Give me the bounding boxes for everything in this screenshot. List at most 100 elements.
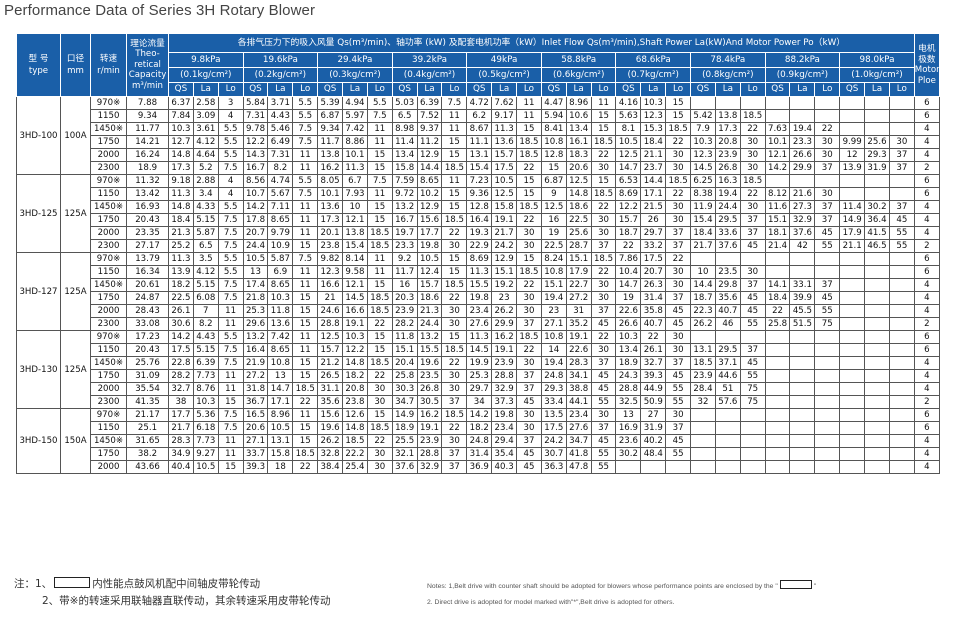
header-pressure-kg: (0.1kg/cm²) [168,67,244,83]
value-cell: 26.6 [615,317,642,331]
header-subcol-lo: Lo [739,82,766,97]
value-cell: 18.3 [565,148,592,162]
value-cell [690,252,716,266]
capacity-cell: 7.88 [126,96,169,110]
value-cell: 30 [590,226,617,240]
value-cell: 13.1 [466,148,493,162]
value-cell: 10.5 [192,460,219,474]
value-cell: 25.8 [391,369,418,383]
value-cell: 22 [590,148,617,162]
value-cell [839,408,866,422]
header-subcol-qs: QS [466,82,493,97]
value-cell [864,96,890,110]
value-cell [864,447,890,461]
capacity-cell: 24.87 [126,291,169,305]
value-cell: 19.4 [540,291,567,305]
value-cell: 37 [665,239,692,253]
value-cell: 37 [814,278,841,292]
value-cell: 11.3 [342,161,368,175]
capacity-cell: 14.21 [126,135,169,149]
value-cell: 18.5 [516,135,542,149]
value-cell: 22 [665,135,692,149]
value-cell [888,447,915,461]
value-cell [839,265,866,279]
value-cell: 20.3 [391,291,418,305]
value-cell [864,434,890,448]
value-cell: 25.6 [565,226,592,240]
capacity-cell: 35.54 [126,382,169,396]
table-row: 2300 41.35 38 10.3 15 36.7 17.1 22 35.6 23.8 30 34.… [17,395,941,409]
page-title: Performance Data of Series 3H Rotary Blo… [4,2,316,19]
value-cell: 19.1 [491,213,518,227]
value-cell: 16.2 [317,161,344,175]
value-cell: 4.33 [192,200,219,214]
header-subcol-lo: Lo [366,82,393,97]
value-cell: 17.7 [168,408,194,422]
header-pressure-kg: (0.5kg/cm²) [466,67,542,83]
bore-cell: 125A [60,252,91,331]
value-cell [714,460,741,474]
value-cell [864,174,890,188]
value-cell: 30 [366,395,393,409]
value-cell: 55 [814,239,841,253]
value-cell: 30 [441,304,468,318]
value-cell [888,408,915,422]
value-cell: 12.5 [491,187,518,201]
value-cell: 27.2 [242,369,269,383]
speed-cell: 2300 [90,239,127,253]
value-cell: 38.8 [565,382,592,396]
value-cell [888,356,915,370]
value-cell: 23.9 [491,356,518,370]
header-subcol-qs: QS [839,82,866,97]
value-cell: 19.1 [565,330,592,344]
value-cell: 22 [366,369,393,383]
header-subcol-la: La [267,82,294,97]
value-cell: 16.4 [466,213,493,227]
value-cell [839,395,866,409]
value-cell: 7.63 [764,122,791,136]
value-cell: 11 [292,226,319,240]
header-pressure-kg: (0.3kg/cm²) [317,67,393,83]
value-cell: 11 [217,317,244,331]
header-subcol-lo: Lo [516,82,542,97]
value-cell: 5.5 [292,96,319,110]
value-cell: 37 [888,200,915,214]
value-cell: 15 [441,330,468,344]
value-cell: 23.8 [342,395,368,409]
value-cell: 12.3 [640,109,667,123]
value-cell: 15 [665,96,692,110]
speed-cell: 1750 [90,135,127,149]
value-cell: 29.5 [714,213,741,227]
value-cell: 37 [516,369,542,383]
header-subcol-la: La [416,82,443,97]
note-en-1-text: Notes: 1,Belt drive with counter shaft s… [427,583,778,590]
table-body: 3HD-100 100A 970※ 7.88 6.37 2.58 3 5.84 3.71 5.5 5… [16,96,941,474]
value-cell: 10.8 [540,265,567,279]
value-cell: 7.52 [416,109,443,123]
value-cell: 28.8 [317,317,344,331]
value-cell: 51.5 [789,317,816,331]
value-cell: 10.8 [540,330,567,344]
table-row: 1150 9.34 7.84 3.09 4 7.31 4.43 5.5 6.87 5.97 7.5 6… [17,109,941,123]
value-cell: 30 [516,408,542,422]
value-cell: 13.8 [317,148,344,162]
capacity-cell: 18.9 [126,161,169,175]
value-cell: 37 [739,226,766,240]
value-cell: 24.3 [615,369,642,383]
value-cell: 15 [292,239,319,253]
value-cell: 12.9 [416,148,443,162]
value-cell: 20.8 [342,382,368,396]
value-cell: 30 [441,369,468,383]
value-cell: 11 [366,135,393,149]
value-cell: 37 [590,421,617,435]
value-cell [864,265,890,279]
value-cell [888,330,915,344]
value-cell [839,421,866,435]
value-cell: 30 [366,447,393,461]
value-cell: 45 [665,434,692,448]
pole-cell: 6 [913,265,941,279]
value-cell: 11.4 [839,200,866,214]
value-cell: 9.82 [317,252,344,266]
value-cell [839,369,866,383]
table-row: 3HD-125 125A 970※ 11.32 9.18 2.88 4 8.56 4.74 5.5… [16,174,941,253]
